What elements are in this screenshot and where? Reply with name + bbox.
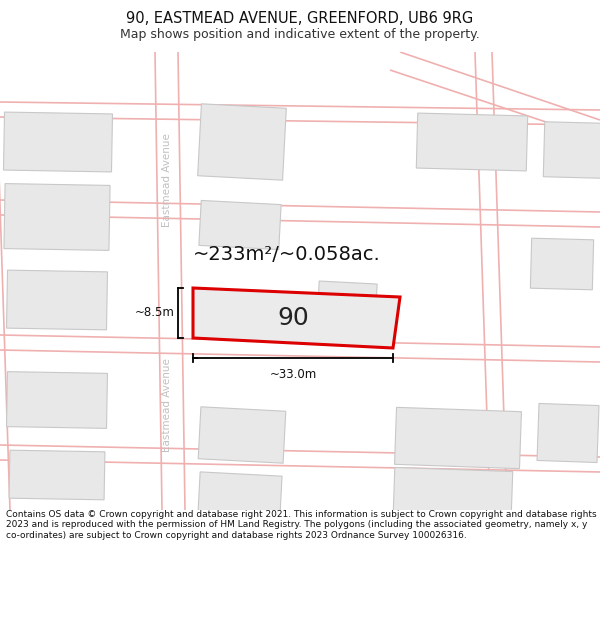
Polygon shape: [537, 404, 599, 462]
Polygon shape: [543, 122, 600, 178]
Text: ~233m²/~0.058ac.: ~233m²/~0.058ac.: [193, 246, 381, 264]
Polygon shape: [7, 372, 107, 428]
Polygon shape: [199, 201, 281, 249]
Polygon shape: [317, 281, 377, 329]
Polygon shape: [197, 104, 286, 180]
Text: ~8.5m: ~8.5m: [135, 306, 175, 319]
Text: Contains OS data © Crown copyright and database right 2021. This information is : Contains OS data © Crown copyright and d…: [6, 510, 596, 540]
Text: ~33.0m: ~33.0m: [269, 368, 317, 381]
Polygon shape: [198, 472, 282, 518]
Polygon shape: [9, 450, 105, 500]
Polygon shape: [198, 407, 286, 463]
Polygon shape: [416, 113, 528, 171]
Text: Map shows position and indicative extent of the property.: Map shows position and indicative extent…: [120, 28, 480, 41]
Polygon shape: [395, 408, 521, 469]
Text: 90, EASTMEAD AVENUE, GREENFORD, UB6 9RG: 90, EASTMEAD AVENUE, GREENFORD, UB6 9RG: [127, 11, 473, 26]
Text: Eastmead Avenue: Eastmead Avenue: [162, 358, 172, 452]
Text: Eastmead Avenue: Eastmead Avenue: [162, 133, 172, 227]
Polygon shape: [530, 238, 593, 290]
Polygon shape: [7, 270, 107, 330]
Polygon shape: [393, 468, 513, 516]
Polygon shape: [4, 184, 110, 251]
Polygon shape: [193, 288, 400, 348]
Text: 90: 90: [277, 306, 309, 330]
Polygon shape: [4, 112, 112, 172]
